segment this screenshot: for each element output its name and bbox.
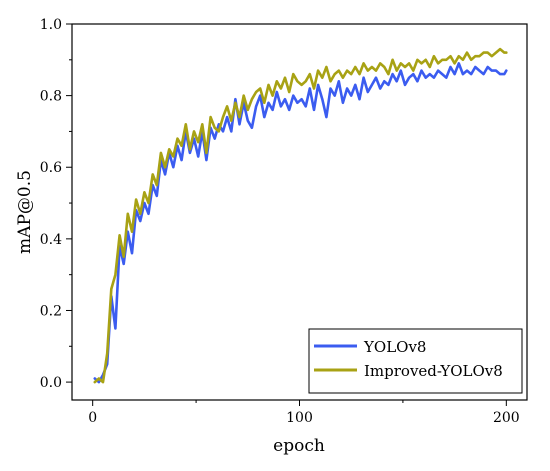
legend-box <box>308 328 523 394</box>
y-tick-label: 0.2 <box>40 303 62 319</box>
x-tick-label: 100 <box>286 410 313 426</box>
y-tick-label: 0.0 <box>40 375 62 391</box>
x-tick-label: 200 <box>493 410 520 426</box>
y-tick-label: 0.4 <box>40 232 62 248</box>
legend-label-improved-yolov8: Improved-YOLOv8 <box>364 362 503 380</box>
y-tick-label: 0.6 <box>40 160 62 176</box>
legend: YOLOv8 Improved-YOLOv8 <box>308 328 523 394</box>
x-tick-label: 0 <box>88 410 97 426</box>
legend-label-yolov8: YOLOv8 <box>363 338 426 356</box>
y-tick-label: 0.8 <box>40 89 62 105</box>
axis-layer: 0 100 200 0.0 0.2 0.4 0.6 0.8 1.0 <box>40 17 520 426</box>
series-line-yolov8 <box>93 62 508 384</box>
x-axis-title: epoch <box>273 436 325 456</box>
y-axis-title: mAP@0.5 <box>15 170 35 254</box>
series-line-improved-yolov8 <box>93 47 508 384</box>
series-layer <box>93 47 508 384</box>
y-tick-label: 1.0 <box>40 17 62 33</box>
